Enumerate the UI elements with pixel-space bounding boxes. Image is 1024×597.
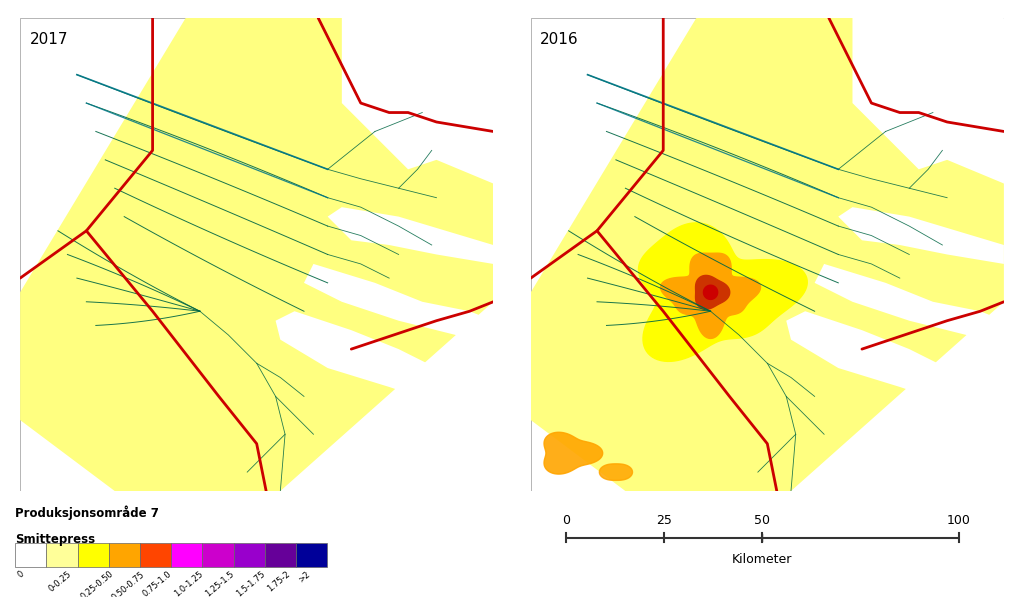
Polygon shape: [660, 253, 761, 338]
Polygon shape: [786, 311, 1004, 425]
Polygon shape: [360, 75, 398, 112]
Bar: [46, 543, 78, 567]
Text: Produksjonsområde 7: Produksjonsområde 7: [15, 505, 159, 519]
Polygon shape: [304, 264, 494, 349]
Bar: [171, 543, 203, 567]
Text: 25: 25: [656, 513, 672, 527]
Polygon shape: [275, 311, 494, 425]
Text: 0.25-0.50: 0.25-0.50: [79, 570, 115, 597]
Polygon shape: [639, 223, 807, 361]
Polygon shape: [839, 207, 1004, 264]
Polygon shape: [871, 75, 909, 112]
Polygon shape: [544, 432, 603, 474]
Text: 1.25-1.5: 1.25-1.5: [204, 570, 236, 597]
Text: Kilometer: Kilometer: [732, 553, 793, 566]
Text: 0.75-1.0: 0.75-1.0: [141, 570, 173, 597]
Text: 1.0-1.25: 1.0-1.25: [172, 570, 205, 597]
Text: 0.50-0.75: 0.50-0.75: [110, 570, 146, 597]
Text: 50: 50: [755, 513, 770, 527]
Text: >2: >2: [297, 570, 312, 584]
Text: 100: 100: [946, 513, 971, 527]
Polygon shape: [853, 18, 1004, 183]
Polygon shape: [20, 18, 494, 491]
Text: Smittepress: Smittepress: [15, 533, 95, 546]
Polygon shape: [695, 275, 730, 309]
Bar: [265, 543, 296, 567]
Polygon shape: [599, 464, 633, 481]
Bar: [109, 543, 140, 567]
Polygon shape: [815, 264, 1004, 349]
Bar: [15, 543, 46, 567]
Text: 1.5-1.75: 1.5-1.75: [234, 570, 267, 597]
Bar: [296, 543, 327, 567]
Bar: [78, 543, 109, 567]
Bar: [233, 543, 265, 567]
Bar: [203, 543, 233, 567]
Bar: [140, 543, 171, 567]
Polygon shape: [530, 18, 1004, 491]
Text: 2017: 2017: [30, 32, 68, 47]
Polygon shape: [342, 18, 494, 183]
Text: 0: 0: [16, 570, 26, 580]
Polygon shape: [328, 207, 494, 264]
Polygon shape: [703, 285, 718, 300]
Text: 0-0.25: 0-0.25: [47, 570, 74, 593]
Text: 1.75-2: 1.75-2: [266, 570, 292, 593]
Text: 2016: 2016: [541, 32, 579, 47]
Text: 0: 0: [562, 513, 570, 527]
